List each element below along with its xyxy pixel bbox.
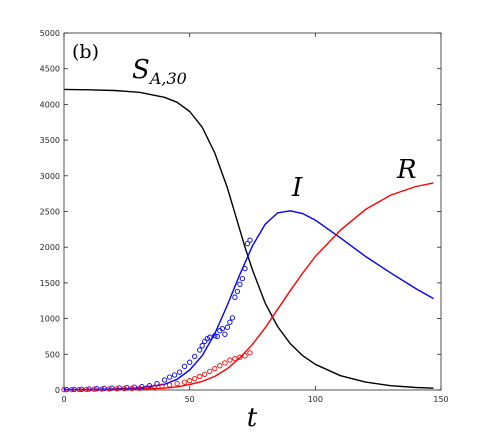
- y-tick-label: 1500: [40, 279, 60, 288]
- data-point-I_data: [207, 334, 213, 340]
- annotation-i: I: [291, 173, 303, 203]
- data-point-R_data: [227, 357, 233, 363]
- data-point-I_data: [242, 265, 248, 272]
- data-point-I_data: [234, 288, 241, 295]
- data-point-R_data: [61, 386, 67, 393]
- x-axis-label: t: [247, 403, 258, 433]
- data-point-I_data: [124, 384, 130, 391]
- y-tick-label: 3000: [40, 172, 60, 181]
- data-point-I_data: [131, 384, 138, 390]
- data-point-I_data: [86, 386, 92, 392]
- annotation-r: R: [396, 155, 417, 185]
- data-point-R_data: [159, 383, 165, 389]
- data-point-R_data: [202, 371, 208, 377]
- data-point-R_data: [151, 384, 158, 390]
- data-point-I_data: [154, 380, 160, 387]
- data-point-I_data: [161, 377, 168, 383]
- y-tick-label: 2500: [40, 208, 60, 217]
- data-point-R_data: [76, 386, 82, 393]
- data-point-R_data: [136, 385, 143, 391]
- data-point-R_data: [212, 365, 218, 372]
- data-point-R_data: [91, 386, 97, 392]
- data-point-I_data: [192, 353, 198, 360]
- y-tick-label: 4000: [40, 100, 60, 109]
- data-point-R_data: [232, 355, 238, 362]
- data-point-R_data: [144, 385, 150, 391]
- data-point-R_data: [237, 354, 243, 360]
- y-tick-label: 500: [45, 350, 60, 359]
- data-point-I_data: [202, 338, 208, 345]
- plot-area: [64, 33, 441, 390]
- data-point-I_data: [199, 343, 205, 349]
- data-point-R_data: [197, 373, 203, 380]
- data-point-I_data: [78, 386, 85, 392]
- data-point-R_data: [174, 380, 180, 387]
- y-tick-label: 5000: [40, 29, 60, 38]
- annotation-s-subscript: A,30: [148, 69, 187, 88]
- data-point-R_data: [83, 386, 90, 393]
- data-point-R_data: [114, 386, 120, 392]
- data-point-I_data: [101, 385, 107, 392]
- data-point-I_data: [237, 281, 243, 287]
- data-point-I_data: [232, 294, 238, 300]
- data-point-I_data: [176, 369, 183, 375]
- data-point-R_data: [247, 350, 253, 356]
- data-point-I_data: [214, 333, 220, 340]
- y-tick-label: 1000: [40, 315, 60, 324]
- data-point-I_data: [181, 363, 188, 370]
- data-point-R_data: [129, 385, 135, 392]
- y-tick-label: 3500: [40, 136, 60, 145]
- marker-group: [61, 237, 253, 393]
- data-point-R_data: [207, 368, 213, 375]
- data-point-I_data: [244, 240, 251, 247]
- data-point-I_data: [166, 374, 173, 380]
- data-point-I_data: [94, 386, 100, 392]
- series-line-R: [63, 182, 434, 391]
- data-point-I_data: [197, 347, 203, 353]
- panel-label: (b): [72, 41, 99, 63]
- x-tick-label: 100: [308, 395, 323, 404]
- data-point-I_data: [187, 359, 193, 365]
- y-tick-label: 2000: [40, 243, 60, 252]
- data-point-R_data: [217, 363, 223, 369]
- data-point-R_data: [68, 386, 75, 393]
- data-point-R_data: [222, 360, 228, 366]
- series-line-S: [63, 88, 434, 389]
- data-point-R_data: [166, 382, 173, 388]
- data-point-I_data: [229, 315, 236, 321]
- data-point-I_data: [227, 319, 233, 325]
- x-tick-label: 150: [433, 395, 448, 404]
- data-point-R_data: [106, 386, 112, 392]
- y-tick-label: 0: [55, 386, 60, 395]
- data-point-R_data: [242, 353, 248, 359]
- x-tick-label: 0: [61, 395, 66, 404]
- x-tick-label: 50: [185, 395, 195, 404]
- data-point-R_data: [181, 379, 188, 385]
- data-point-I_data: [63, 386, 70, 393]
- data-point-I_data: [222, 331, 228, 337]
- y-tick-label: 4500: [40, 65, 60, 74]
- annotation-s-main: S: [132, 55, 150, 85]
- data-point-I_data: [212, 333, 218, 339]
- data-point-I_data: [219, 325, 225, 332]
- data-point-I_data: [247, 237, 253, 243]
- data-point-I_data: [224, 324, 231, 330]
- data-point-I_data: [239, 275, 246, 282]
- data-point-I_data: [109, 385, 115, 391]
- data-point-R_data: [192, 375, 198, 382]
- data-point-I_data: [71, 386, 77, 393]
- data-point-I_data: [171, 372, 178, 378]
- annotation-s: SA,30: [132, 55, 187, 88]
- data-point-R_data: [187, 378, 193, 384]
- data-point-R_data: [121, 385, 127, 392]
- data-point-I_data: [116, 385, 122, 391]
- tick-group: 0 50 100 1500500100015002000250030003500400…: [40, 29, 449, 404]
- data-point-R_data: [99, 386, 105, 392]
